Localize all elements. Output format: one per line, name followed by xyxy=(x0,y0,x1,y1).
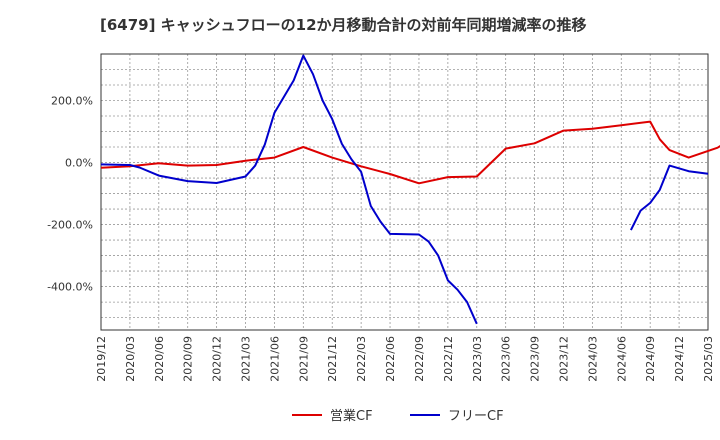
x-tick-label: 2021/06 xyxy=(268,336,281,382)
x-tick-label: 2023/03 xyxy=(471,336,484,382)
y-tick-label: -200.0% xyxy=(47,219,93,232)
legend-label-operating-cf: 営業CF xyxy=(330,408,373,424)
x-tick-label: 2020/03 xyxy=(124,336,137,382)
x-tick-label: 2021/09 xyxy=(297,336,310,382)
x-tick-label: 2022/09 xyxy=(413,336,426,382)
x-tick-label: 2022/03 xyxy=(355,336,368,382)
legend-label-free-cf: フリーCF xyxy=(448,409,504,424)
x-tick-label: 2022/06 xyxy=(384,336,397,382)
chart-title: [6479] キャッシュフローの12か月移動合計の対前年同期増減率の推移 xyxy=(100,16,587,34)
x-tick-label: 2021/12 xyxy=(326,336,339,382)
x-tick-label: 2020/12 xyxy=(211,336,224,382)
x-tick-label: 2019/12 xyxy=(95,336,108,382)
plot-frame xyxy=(100,53,709,331)
x-tick-label: 2021/03 xyxy=(240,336,253,382)
series-line-free-cf-segment-2 xyxy=(630,164,709,231)
y-tick-label: 200.0% xyxy=(51,95,93,108)
x-tick-label: 2020/06 xyxy=(153,336,166,382)
x-tick-label: 2024/09 xyxy=(644,336,657,382)
x-tick-label: 2024/03 xyxy=(586,336,599,382)
series-layer xyxy=(100,54,720,325)
legend: 営業CF フリーCF xyxy=(292,408,504,424)
x-tick-label: 2023/06 xyxy=(500,336,513,382)
x-tick-layer: 2019/12 2020/03 2020/06 2020/09 2020/12 2021/… xyxy=(95,336,715,382)
x-tick-label: 2024/06 xyxy=(615,336,628,382)
series-line-operating-cf xyxy=(100,120,720,185)
y-tick-layer: 200.0% 0.0% -200.0% -400.0% xyxy=(47,95,93,294)
series-line-free-cf xyxy=(100,54,478,325)
x-tick-label: 2020/09 xyxy=(182,336,195,382)
grid-layer xyxy=(100,53,709,330)
x-tick-label: 2023/12 xyxy=(557,336,570,382)
x-tick-label: 2024/12 xyxy=(673,336,686,382)
x-tick-label: 2022/12 xyxy=(442,336,455,382)
y-tick-label: -400.0% xyxy=(47,281,93,294)
y-tick-label: 0.0% xyxy=(65,157,93,170)
x-tick-label: 2023/09 xyxy=(529,336,542,382)
x-tick-label: 2025/03 xyxy=(702,336,715,382)
